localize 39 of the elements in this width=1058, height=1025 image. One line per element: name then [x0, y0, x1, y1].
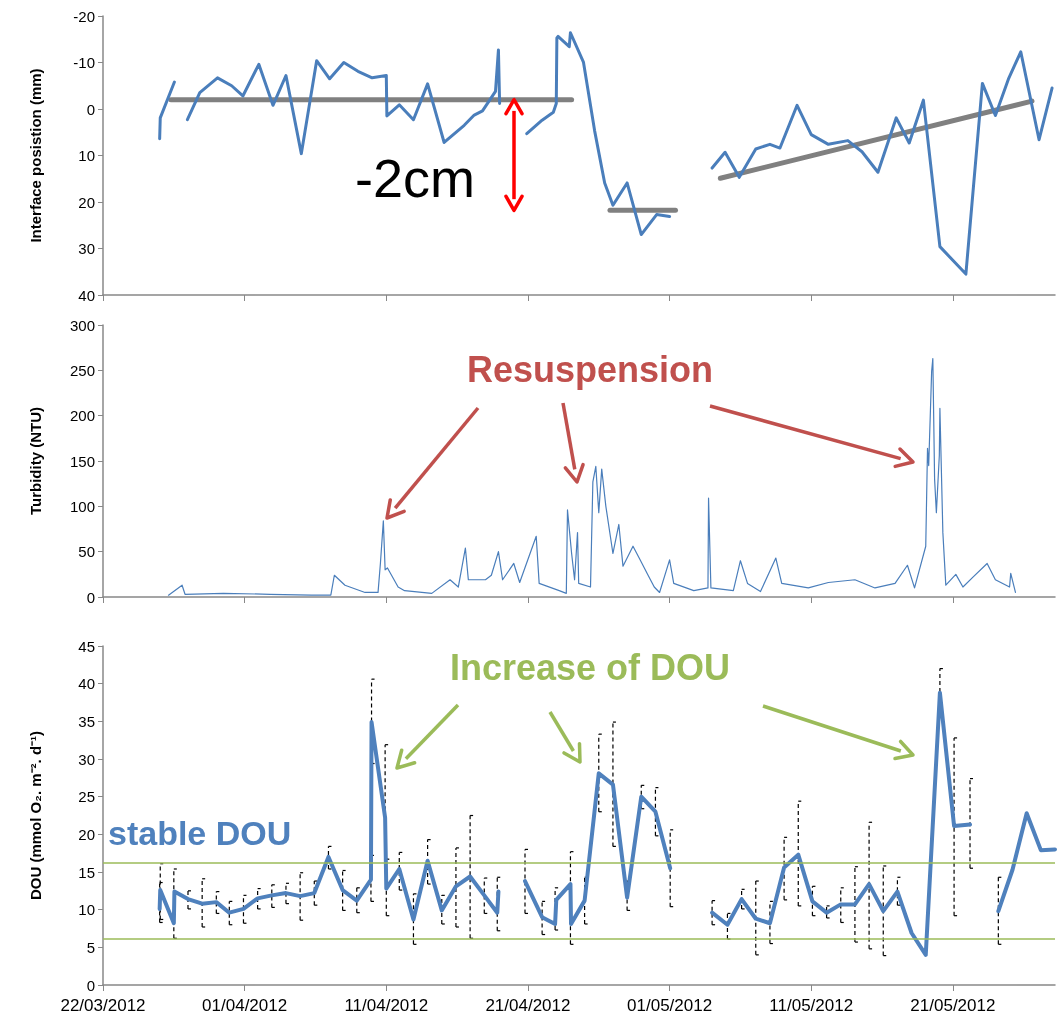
x-tick-label: 11/05/2012: [769, 996, 854, 1015]
y-tick-label: 40: [78, 286, 95, 304]
y-tick-label: 5: [86, 938, 95, 956]
x-tick-label: 01/05/2012: [627, 996, 713, 1015]
x-tick-label: 01/04/2012: [202, 996, 288, 1015]
y-axis-title: Turbidity (NTU): [27, 406, 44, 516]
y-tick-label: 25: [78, 788, 95, 806]
y-tick-label: 250: [69, 361, 95, 379]
x-tick-label: 11/04/2012: [344, 996, 429, 1015]
annotation: Resuspension: [467, 349, 714, 390]
y-axis-title: DOU (mmol O₂. m⁻². d⁻¹): [27, 730, 44, 901]
y-tick-label: 10: [78, 147, 95, 164]
y-tick-label: 30: [78, 240, 95, 257]
y-tick-label: 0: [86, 588, 95, 606]
annotation: stable DOU: [108, 814, 292, 852]
x-tick-label: 22/03/2012: [60, 996, 146, 1015]
y-tick-label: 20: [78, 193, 95, 211]
y-tick-label: 30: [78, 750, 95, 768]
y-axis-title: Interface posistion (mm): [27, 68, 44, 243]
y-tick-label: 150: [69, 452, 95, 470]
y-tick-label: 0: [86, 976, 95, 994]
y-tick-label: 15: [78, 863, 95, 881]
y-tick-label: 40: [78, 675, 95, 693]
x-tick-label: 21/05/2012: [910, 996, 996, 1015]
y-tick-label: -10: [73, 54, 95, 71]
y-tick-label: 35: [78, 712, 95, 730]
annotation: Increase of DOU: [450, 647, 731, 688]
x-tick-label: 21/04/2012: [485, 996, 571, 1015]
annotation: -2cm: [355, 148, 475, 208]
y-tick-label: 300: [69, 316, 95, 334]
y-tick-label: 100: [69, 497, 95, 515]
line-series: [167, 357, 1017, 596]
y-tick-label: 200: [69, 407, 95, 425]
y-tick-label: 0: [86, 100, 95, 118]
y-tick-label: 10: [78, 901, 95, 919]
y-tick-label: 50: [78, 543, 95, 561]
y-tick-label: 20: [78, 825, 95, 843]
y-tick-label: -20: [73, 7, 95, 25]
y-tick-label: 45: [78, 637, 95, 655]
